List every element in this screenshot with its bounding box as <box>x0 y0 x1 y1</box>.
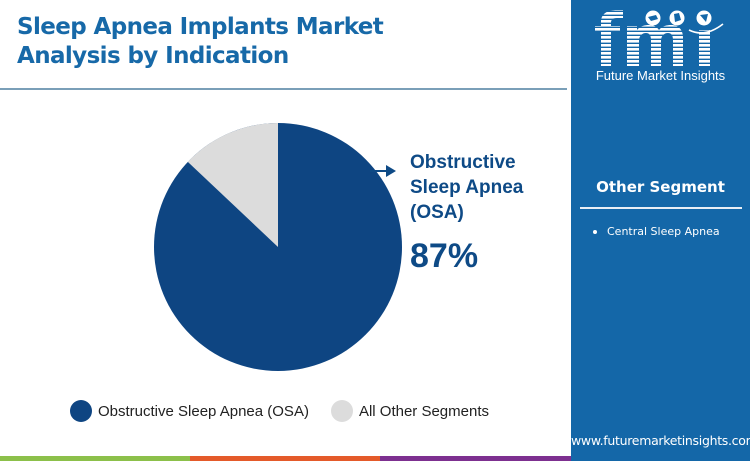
page-title: Sleep Apnea Implants Market Analysis by … <box>17 13 384 71</box>
title-line-1: Sleep Apnea Implants Market <box>17 14 384 40</box>
callout-arrow-icon <box>370 165 396 177</box>
other-segment-item-label: Central Sleep Apnea <box>607 225 720 238</box>
callout-value: 87% <box>410 237 479 275</box>
fmi-logo-icon <box>595 10 724 66</box>
other-segment-list: Central Sleep Apnea <box>593 225 720 238</box>
legend-label-osa: Obstructive Sleep Apnea (OSA) <box>98 402 309 420</box>
bullet-icon <box>593 229 597 234</box>
pie-chart <box>154 123 402 371</box>
other-segment-title: Other Segment <box>596 178 725 196</box>
bottom-bar-purple <box>380 456 571 461</box>
sidebar: Future Market Insights Other Segment Cen… <box>571 0 750 461</box>
other-segment-divider <box>580 207 742 209</box>
legend-item-other: All Other Segments <box>330 400 489 422</box>
pie-slice-other <box>187 123 278 247</box>
other-segment-item: Central Sleep Apnea <box>593 225 720 238</box>
callout-label: Obstructive Sleep Apnea (OSA) <box>410 152 524 223</box>
website-link[interactable]: www.futuremarketinsights.com <box>571 433 750 448</box>
chart-legend: Obstructive Sleep Apnea (OSA) All Other … <box>70 400 511 422</box>
bottom-bar-orange <box>190 456 380 461</box>
bottom-bar-green <box>0 456 190 461</box>
legend-swatch-other <box>330 400 353 422</box>
legend-label-other: All Other Segments <box>358 402 489 420</box>
legend-item-osa: Obstructive Sleep Apnea (OSA) <box>70 400 309 422</box>
chart-panel: Sleep Apnea Implants Market Analysis by … <box>0 13 567 422</box>
legend-swatch-osa <box>70 400 92 422</box>
title-divider <box>0 88 567 90</box>
title-line-2: Analysis by Indication <box>17 43 289 69</box>
brand-subtitle: Future Market Insights <box>595 68 726 83</box>
